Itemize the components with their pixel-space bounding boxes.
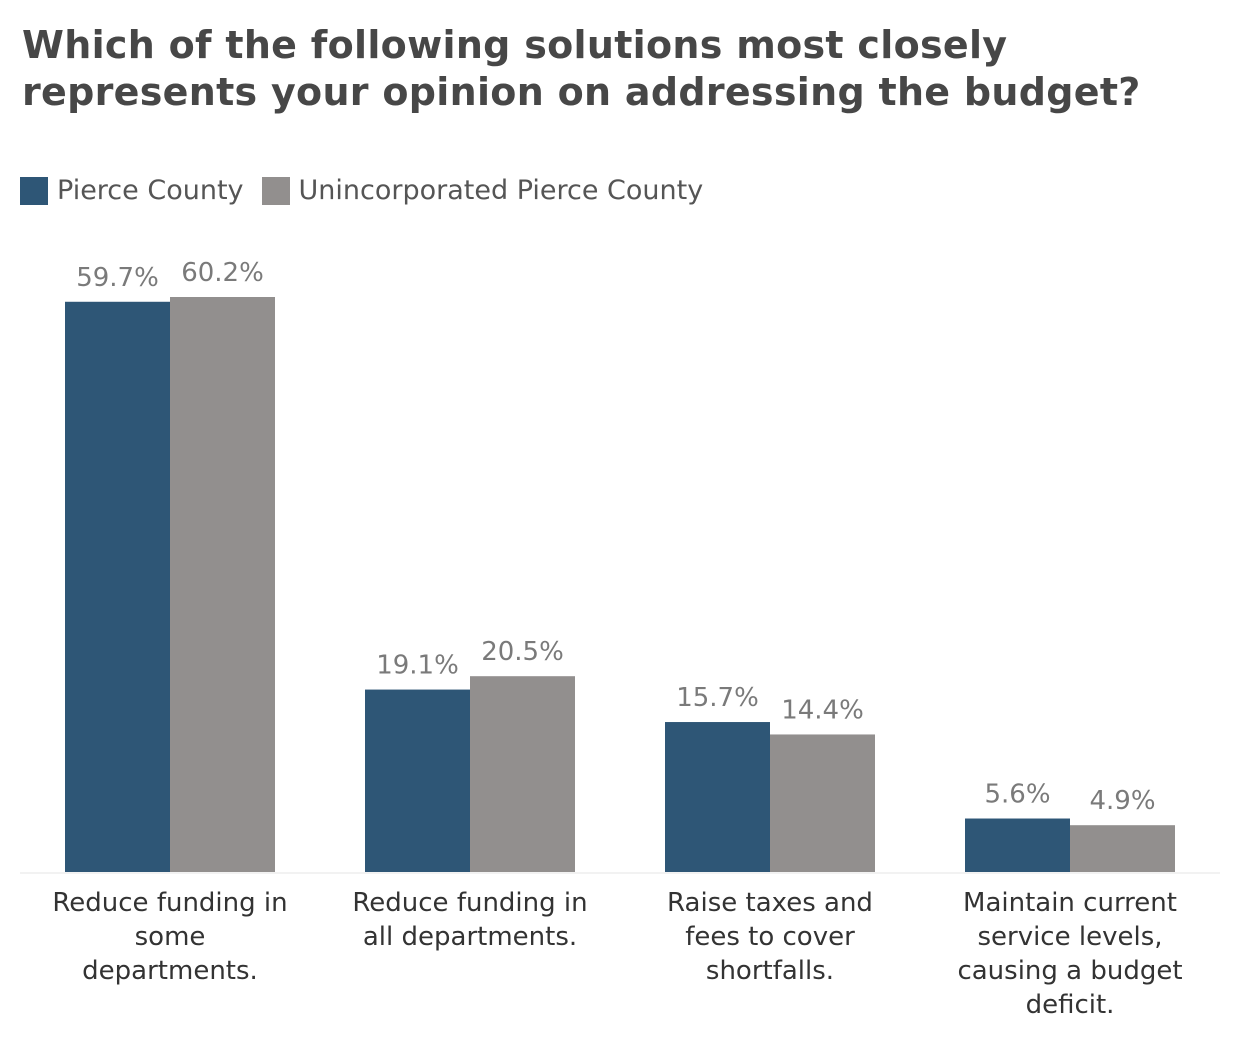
legend-swatch-unincorporated (261, 176, 290, 205)
bar-pierce-county-0 (65, 301, 170, 872)
category-label-3-line-2: causing a budget (957, 956, 1182, 986)
category-label-1-line-1: all departments. (363, 922, 577, 952)
data-label-pierce-county-1: 19.1% (376, 651, 459, 681)
category-label-0-line-2: departments. (82, 956, 258, 986)
data-label-unincorporated-2: 14.4% (781, 695, 864, 725)
bar-unincorporated-0 (170, 297, 275, 872)
data-label-pierce-county-2: 15.7% (676, 683, 759, 713)
bar-pierce-county-3 (965, 818, 1070, 872)
data-label-unincorporated-3: 4.9% (1089, 786, 1155, 816)
category-label-2-line-1: fees to cover (685, 922, 855, 952)
bar-unincorporated-2 (770, 734, 875, 872)
category-label-3-line-0: Maintain current (963, 888, 1177, 918)
data-label-pierce-county-3: 5.6% (984, 780, 1050, 810)
data-label-unincorporated-1: 20.5% (481, 637, 564, 667)
category-label-3-line-1: service levels, (977, 922, 1162, 952)
legend-item-unincorporated: Unincorporated Pierce County (261, 175, 704, 206)
bar-pierce-county-1 (365, 689, 470, 872)
legend-swatch-pierce-county (20, 176, 48, 205)
data-label-pierce-county-0: 59.7% (76, 263, 159, 293)
bar-unincorporated-1 (470, 676, 575, 872)
bar-unincorporated-3 (1070, 825, 1175, 872)
category-label-0-line-0: Reduce funding in (52, 888, 287, 918)
bar-pierce-county-2 (665, 722, 770, 872)
chart-title: Which of the following solutions most cl… (22, 23, 1141, 114)
legend-item-pierce-county: Pierce County (20, 175, 244, 206)
category-label-1-line-0: Reduce funding in (352, 888, 587, 918)
category-label-2-line-0: Raise taxes and (667, 888, 873, 918)
category-label-3-line-3: deficit. (1026, 990, 1115, 1020)
data-label-unincorporated-0: 60.2% (181, 258, 264, 288)
legend: Pierce County Unincorporated Pierce Coun… (20, 175, 721, 206)
legend-label-pierce-county: Pierce County (57, 175, 244, 206)
legend-label-unincorporated: Unincorporated Pierce County (298, 175, 704, 206)
category-label-0-line-1: some (135, 922, 206, 952)
category-label-2-line-2: shortfalls. (706, 956, 834, 986)
